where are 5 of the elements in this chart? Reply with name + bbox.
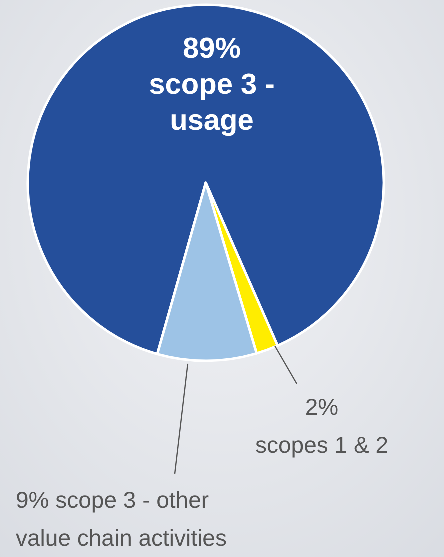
data-label: 2% [305, 394, 339, 420]
slice-label: scope 3 - usage [149, 69, 275, 137]
slice-label: 9% scope 3 - other value chain activities [16, 487, 227, 551]
data-label: 89% [182, 33, 242, 65]
slice-label: scopes 1 & 2 [256, 432, 388, 458]
